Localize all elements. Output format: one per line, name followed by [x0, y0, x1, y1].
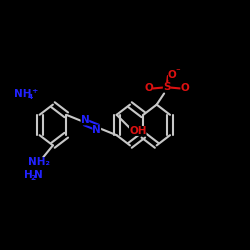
Text: O: O: [180, 84, 189, 94]
Text: H: H: [24, 170, 33, 180]
Text: OH: OH: [129, 126, 146, 136]
Text: N: N: [34, 170, 42, 180]
Text: S: S: [163, 82, 170, 92]
Text: O: O: [168, 70, 177, 80]
Text: 2: 2: [31, 175, 36, 181]
Text: NH: NH: [14, 89, 32, 99]
Text: +: +: [31, 88, 38, 94]
Text: NH₂: NH₂: [28, 157, 50, 167]
Text: N: N: [92, 125, 101, 135]
Text: 4: 4: [27, 94, 32, 100]
Text: ⁻: ⁻: [175, 68, 180, 76]
Text: O: O: [144, 84, 153, 94]
Text: N: N: [80, 115, 89, 125]
